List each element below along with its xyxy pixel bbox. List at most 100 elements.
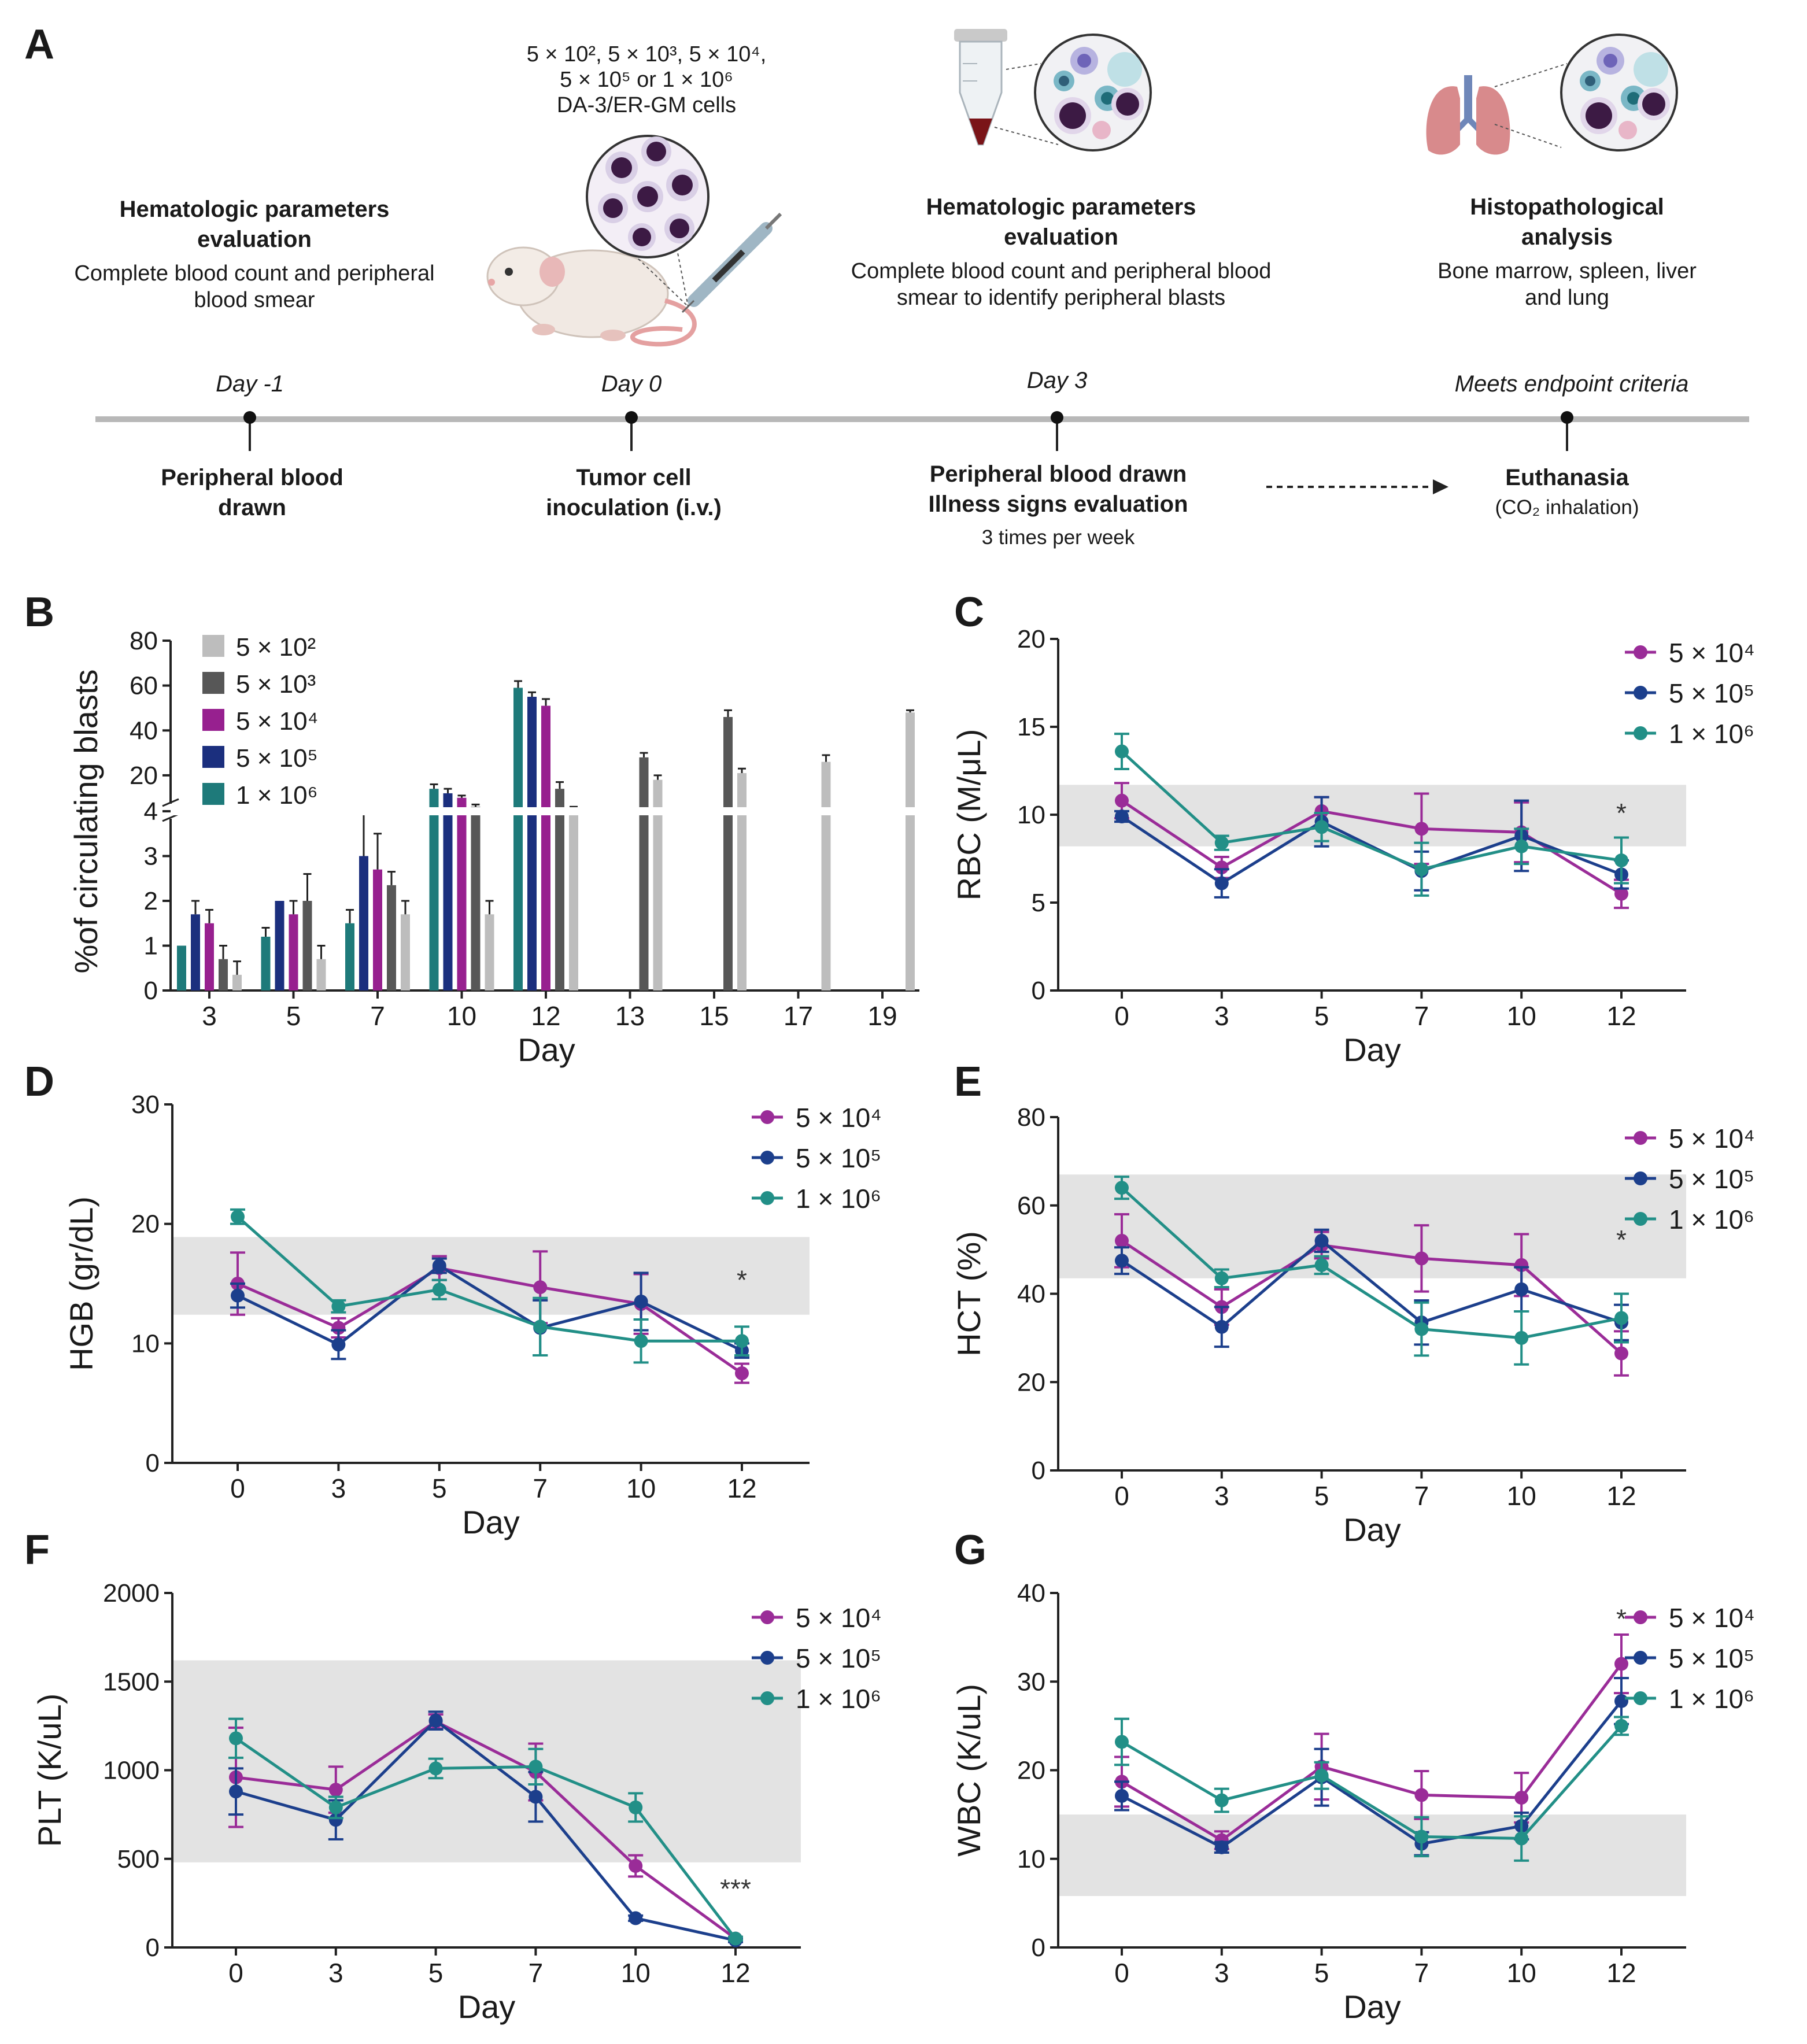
chart-f-plt: 0 500 1000 1500 2000 0 3 5 7 10 12 Day PLT (K/uL) ***…	[31, 1579, 882, 2025]
y-tick-label: 2	[144, 887, 158, 915]
data-point	[328, 1783, 343, 1797]
y-tick-label: 0	[1032, 1457, 1045, 1485]
significance-marker: *	[737, 1265, 747, 1295]
data-point	[1314, 1768, 1329, 1783]
data-point	[1314, 820, 1329, 834]
legend-marker	[1634, 1171, 1647, 1185]
data-point	[1314, 1233, 1329, 1248]
data-point	[533, 1280, 548, 1295]
legend-label: 1 × 10⁶	[1669, 1204, 1754, 1234]
data-point	[1514, 839, 1529, 853]
x-axis-label: Day	[1343, 1032, 1401, 1068]
y-axis-label: RBC (M/μL)	[951, 729, 987, 901]
event-top-day-3: Hematologic parameters evaluation Comple…	[851, 192, 1272, 311]
x-tick-label: 19	[867, 1001, 897, 1031]
bar	[821, 762, 831, 990]
bar	[359, 856, 368, 990]
x-axis-label: Day	[1343, 1511, 1401, 1548]
mouse-illustration-icon	[486, 246, 697, 347]
data-point	[1314, 1258, 1329, 1272]
data-point	[529, 1760, 543, 1774]
y-axis-label: HCT (%)	[951, 1231, 987, 1356]
x-tick-label: 12	[1606, 1001, 1636, 1031]
y-tick-label: 0	[1032, 1934, 1045, 1962]
dose-line-3: DA-3/ER-GM cells	[556, 93, 737, 117]
bar	[513, 688, 523, 990]
series-line	[1121, 1725, 1623, 1840]
data-point	[328, 1800, 343, 1814]
data-point	[428, 1713, 443, 1728]
y-tick-label: 10	[1017, 1845, 1045, 1873]
data-point	[1614, 1657, 1628, 1671]
y-tick-label: 20	[131, 1210, 160, 1239]
bar	[316, 959, 326, 990]
x-tick-label: 5	[286, 1001, 301, 1031]
data-point	[331, 1337, 346, 1352]
x-tick-label: 7	[370, 1001, 385, 1031]
data-point	[629, 1859, 643, 1873]
legend-label: 1 × 10⁶	[1669, 719, 1754, 749]
data-point	[1614, 1694, 1628, 1708]
series-line	[237, 1263, 743, 1352]
legend-marker	[1634, 726, 1647, 740]
axis-break-gap	[173, 807, 922, 815]
tissue-cells-magnifier-icon	[1494, 34, 1678, 151]
y-tick-label: 15	[1017, 713, 1045, 741]
bar	[555, 789, 564, 990]
data-point	[634, 1295, 648, 1309]
data-point	[533, 1319, 548, 1334]
x-tick-label: 3	[1214, 1001, 1229, 1031]
axis-break-mark	[162, 798, 179, 807]
x-tick-label: 10	[1507, 1958, 1536, 1988]
bar	[906, 712, 915, 990]
data-point	[1115, 1233, 1129, 1248]
x-tick-label: 7	[1414, 1958, 1429, 1988]
x-tick-label: 12	[1606, 1958, 1636, 1988]
bar	[373, 869, 382, 990]
x-tick-label: 12	[727, 1473, 756, 1503]
data-point	[1614, 1718, 1628, 1733]
legend-swatch	[202, 709, 224, 731]
series-line	[1121, 815, 1622, 885]
dose-text: 5 × 10², 5 × 10³, 5 × 10⁴, 5 × 10⁵ or 1 …	[527, 42, 767, 118]
y-tick-label: 4	[144, 797, 158, 826]
bar	[205, 923, 214, 990]
data-point	[529, 1790, 543, 1804]
chart-d-hgb: 0 10 20 30 0 3 5 7 10 12 Day HGB (gr/dL) * 5 × 10⁴ 5 ×…	[63, 1091, 882, 1540]
data-point	[1115, 793, 1129, 808]
dose-line-2: 5 × 10⁵ or 1 × 10⁶	[560, 68, 733, 92]
bar	[639, 757, 649, 990]
panel-label-d: D	[24, 1059, 54, 1105]
event-bottom-4-line1: Euthanasia	[1505, 465, 1629, 490]
legend-marker	[760, 1191, 774, 1205]
data-point	[1214, 1271, 1229, 1285]
y-tick-label: 20	[130, 762, 158, 790]
y-axis-label: WBC (K/uL)	[951, 1684, 987, 1857]
x-tick-label: 10	[626, 1473, 656, 1503]
bar	[485, 914, 494, 990]
data-point	[1514, 1258, 1529, 1272]
series-line	[1121, 1663, 1623, 1842]
x-tick-label: 3	[1214, 1481, 1229, 1511]
bar	[345, 923, 354, 990]
legend-label: 5 × 10⁵	[796, 1143, 881, 1173]
legend-marker	[1634, 645, 1647, 659]
x-tick-label: 12	[720, 1958, 750, 1988]
event-bottom-2-line1: Tumor cell	[576, 465, 692, 490]
legend-label: 5 × 10⁵	[236, 744, 318, 772]
legend-label: 5 × 10⁵	[1669, 1164, 1754, 1194]
data-point	[634, 1334, 648, 1348]
data-point	[1614, 1346, 1628, 1361]
legend-label: 5 × 10⁴	[236, 707, 318, 735]
event-top-2-title2: evaluation	[1004, 224, 1118, 250]
y-tick-label: 0	[146, 1934, 160, 1962]
legend-marker	[1634, 1691, 1647, 1705]
series-line	[1121, 1187, 1622, 1340]
event-top-1-desc1: Complete blood count and peripheral	[74, 261, 435, 286]
legend-swatch	[202, 672, 224, 694]
x-tick-label: 7	[529, 1958, 544, 1988]
legend-marker	[760, 1110, 774, 1124]
data-point	[1414, 1251, 1429, 1266]
data-point	[229, 1784, 243, 1799]
